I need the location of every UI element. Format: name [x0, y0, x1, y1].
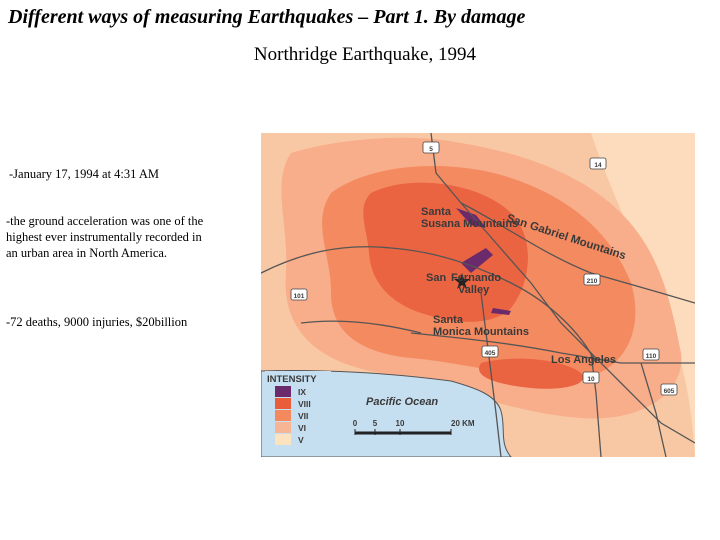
note: -January 17, 1994 at 4:31 AM: [9, 167, 159, 181]
highway-number: 14: [594, 162, 602, 169]
legend-swatch: [275, 398, 291, 409]
legend-label: VIII: [298, 399, 311, 409]
zone-viii: [479, 358, 583, 389]
legend-title: INTENSITY: [267, 374, 317, 385]
note: -72 deaths, 9000 injuries, $20billion: [6, 315, 188, 329]
epicenter: [454, 273, 470, 289]
note: -the ground acceleration was one of the …: [6, 214, 204, 260]
legend-swatch: [275, 434, 291, 445]
legend-label: IX: [298, 387, 306, 397]
scale-label: 0: [353, 419, 358, 428]
highway-number: 405: [485, 350, 496, 357]
highway-number: 210: [587, 278, 598, 285]
highway-shield: [290, 288, 308, 301]
slide-subtitle: Northridge Earthquake, 1994: [253, 44, 477, 65]
highway-shield: [660, 383, 678, 396]
legend-label: VII: [298, 411, 308, 421]
slide-title: Different ways of measuring Earthquakes …: [8, 6, 526, 28]
highway-shield: [481, 345, 499, 358]
highway-shield: [589, 157, 607, 170]
highway-number: 10: [587, 376, 595, 383]
place-label: Monica Mountains: [433, 326, 529, 338]
place-label: Valley: [458, 284, 490, 296]
place-label: Pacific Ocean: [366, 396, 438, 408]
highway-number: 101: [294, 293, 305, 300]
place-label: Fernando: [451, 272, 501, 284]
place-label: Santa: [421, 206, 452, 218]
place-label: Susana Mountains: [421, 218, 518, 230]
scale-label: 5: [373, 419, 378, 428]
scale-label: 10: [396, 419, 405, 428]
zone-ix: [461, 248, 493, 273]
roads: [261, 133, 695, 457]
legend-swatch: [275, 422, 291, 433]
highway-number: 110: [646, 353, 657, 360]
place-label: Los Angeles: [551, 354, 616, 366]
scale-label: 20 KM: [451, 419, 475, 428]
place-label: Santa: [433, 314, 464, 326]
highway-number: 5: [429, 146, 433, 153]
place-label: San: [426, 272, 446, 284]
legend-label: VI: [298, 423, 306, 433]
legend-swatch: [275, 410, 291, 421]
highway-shield: [642, 348, 660, 361]
highway-shield: [582, 371, 600, 384]
zone-ix: [491, 308, 511, 315]
highway-shield: [583, 273, 601, 286]
highway-shield: [422, 141, 440, 154]
highway-number: 605: [664, 388, 675, 395]
legend-label: V: [298, 435, 304, 445]
legend-swatch: [275, 386, 291, 397]
